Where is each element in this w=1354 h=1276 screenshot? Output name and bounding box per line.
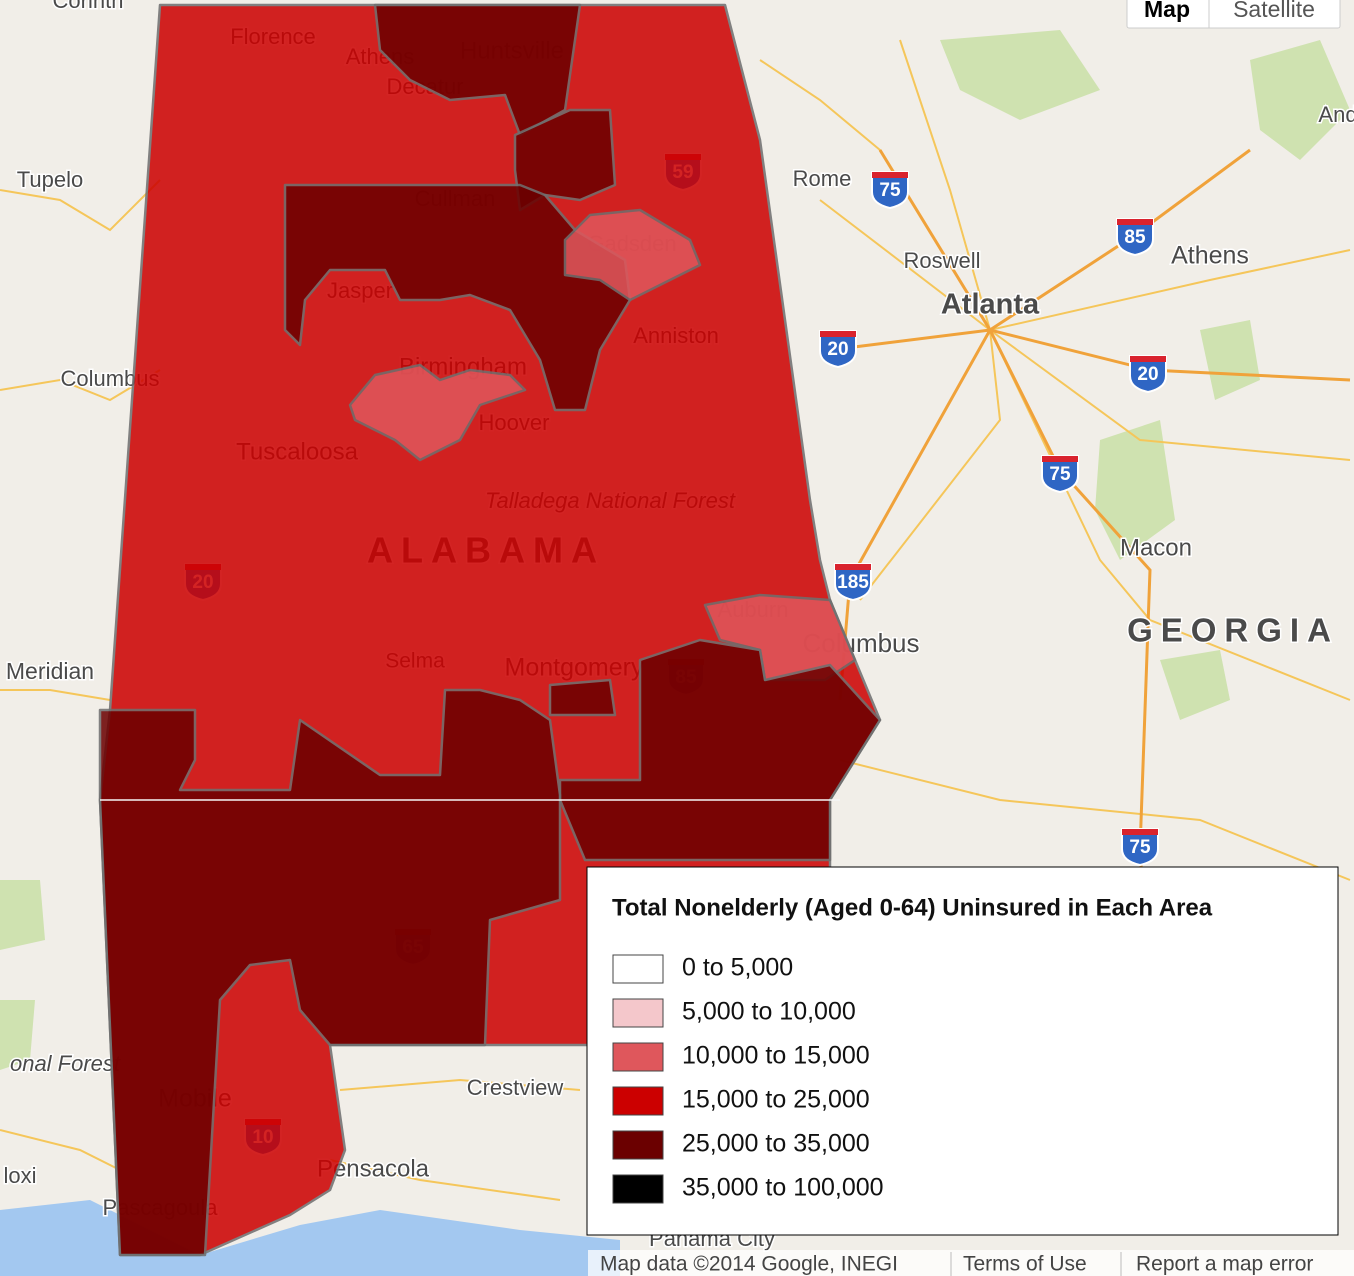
shield-number: 75 [879,180,901,201]
place-label: Corinth [53,0,124,13]
shield-number: 20 [1137,364,1158,385]
shield-number: 185 [837,572,869,593]
map-data-credit: Map data ©2014 Google, INEGI [600,1253,898,1276]
place-label: GEORGIA [1127,612,1339,649]
place-label: Macon [1120,534,1192,561]
shield-top [835,564,871,570]
map-type-control: Map Satellite [1126,0,1341,29]
legend-label: 0 to 5,000 [682,954,793,982]
legend-swatch [612,998,664,1028]
shield [1121,828,1159,867]
place-label: Atlanta [941,289,1040,321]
place-label: Athens [1171,242,1249,270]
place-label: Tupelo [17,167,83,192]
legend-label: 15,000 to 25,000 [682,1086,870,1114]
shield [1041,455,1079,494]
place-label: loxi [3,1163,36,1188]
map-type-button[interactable]: Map [1144,0,1190,22]
legend-swatch [612,1174,664,1204]
control-frame [1126,0,1341,29]
place-label: Meridian [6,658,94,684]
legend-title: Total Nonelderly (Aged 0-64) Uninsured i… [612,894,1213,921]
shield [819,330,857,369]
region [548,678,617,717]
attribution-bar: Map data ©2014 Google, INEGI Terms of Us… [588,1250,1354,1276]
shield-top [1042,456,1078,462]
region [98,688,562,1257]
legend-label: 35,000 to 100,000 [682,1174,884,1202]
shield [1116,218,1154,257]
legend-swatch [612,954,664,984]
shield-top [1122,829,1158,835]
legend-box [586,866,1339,1236]
shield-top [1130,356,1166,362]
attribution-background [588,1250,1354,1276]
water [0,1200,620,1276]
roads [0,39,1351,1201]
shield-top [872,172,908,178]
shield-number: 20 [827,339,848,360]
shield-top [1117,219,1153,225]
region [563,208,702,302]
map-type-button[interactable]: Satellite [1233,0,1315,22]
legend-label: 25,000 to 35,000 [682,1130,870,1158]
shield-number: 75 [1129,837,1151,858]
legend-label: 10,000 to 15,000 [682,1042,870,1070]
parks [0,30,1350,1070]
shield [834,563,872,602]
shield-top [820,331,856,337]
shield-number: 75 [1049,464,1071,485]
report-link[interactable]: Report a map error [1136,1253,1313,1276]
terms-link[interactable]: Terms of Use [963,1253,1087,1276]
legend-swatch [612,1130,664,1160]
shield-number: 85 [1124,227,1146,248]
legend-label: 5,000 to 10,000 [682,998,856,1026]
place-label: onal Forest [10,1051,121,1076]
place-label: And [1318,102,1354,127]
legend: Total Nonelderly (Aged 0-64) Uninsured i… [586,866,1339,1236]
region [513,108,617,212]
region [373,3,582,137]
region [348,363,527,462]
legend-swatch [612,1042,664,1072]
place-label: Crestview [467,1075,564,1100]
shield [1129,355,1167,394]
legend-items: 0 to 5,000 5,000 to 10,000 10,000 to 15,00… [612,954,884,1204]
shield [871,171,909,210]
legend-swatch [612,1086,664,1116]
place-label: Roswell [903,248,980,273]
place-label: Rome [793,166,852,191]
